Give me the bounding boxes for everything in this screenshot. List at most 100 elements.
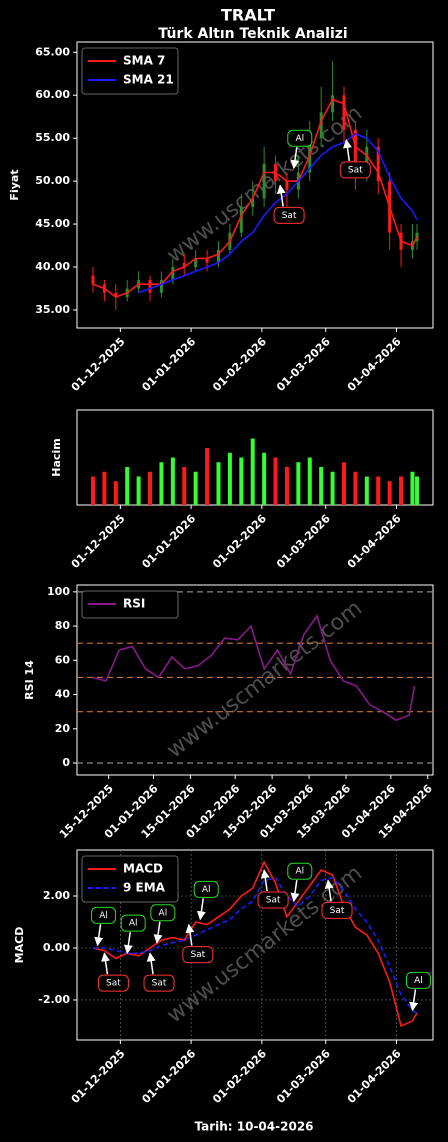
legend-frame [81,855,179,903]
volume-bar [330,471,335,505]
candle-body [331,95,335,113]
series-line [92,860,418,1028]
volume-bar [136,476,141,505]
annotation-arrow [123,932,133,955]
volume-bar [250,438,255,505]
y-tick-label: 0 [62,756,70,769]
candle-body [262,163,266,199]
series-line [92,98,418,299]
annotation-arrow [290,880,300,903]
candle-body [182,262,186,268]
volume-bar [170,457,175,505]
candle-body [353,129,357,173]
candle-body [239,206,243,233]
volume-bar [342,462,346,505]
candle-body [216,249,220,263]
annotation-label: Sat [282,211,297,221]
volume-bar [319,467,324,505]
candle-body [251,198,255,207]
volume-bar [239,457,244,505]
volume-bar [159,462,164,505]
y-tick-label: 45.00 [35,217,70,230]
candle-body [159,279,163,293]
volume-bar [415,476,420,505]
y-tick-label: 40 [55,688,71,701]
volume-bar [364,476,369,505]
y-tick-label: 80 [55,619,71,632]
y-tick-label: 0.00 [43,941,70,954]
legend-frame [81,590,179,619]
annotation-arrow [153,921,163,944]
volume-bar [307,457,312,505]
volume-bar [284,467,289,505]
annotation-label: Al [159,908,168,918]
plot-frame [76,409,434,506]
annotation-box [287,129,313,147]
volume-bar [125,467,130,505]
volume-bar [102,471,107,505]
candle-body [365,146,369,173]
volume-bar [148,471,153,505]
candle-body [148,279,152,293]
volume-bar [182,467,187,505]
y-axis-label: MACD [13,927,26,964]
volume-bar [399,476,404,505]
annotation-label: Al [202,885,211,895]
y-tick-label: -2.00 [38,993,70,1006]
annotation-box [150,904,176,922]
volume-bar [376,476,381,505]
candle-body [171,267,175,280]
legend-label: MACD [123,862,163,876]
annotation-box [405,971,431,989]
y-tick-label: 60.00 [35,88,70,101]
y-axis-label: RSI 14 [23,660,36,700]
volume-bar [227,452,232,505]
y-tick-label: 55.00 [35,131,70,144]
annotation-box [97,974,129,992]
annotation-box [143,974,175,992]
candle-body [319,112,323,139]
candle-body [415,232,419,242]
annotation-box [273,206,305,224]
annotation-label: Sat [106,979,121,989]
annotation-box [182,946,214,964]
candle-body [91,275,95,285]
y-tick-label: 35.00 [35,303,70,316]
annotation-box [91,906,117,924]
y-tick-label: 50.00 [35,174,70,187]
candle-body [376,146,380,182]
annotation-label: Sat [348,165,363,175]
series-line [93,876,418,1014]
y-tick-label: 20 [55,722,71,735]
annotation-arrow [94,924,104,947]
annotation-arrow [196,898,206,921]
annotation-box [321,901,353,919]
annotation-box [120,914,146,932]
legend-label: SMA 7 [123,54,165,68]
y-axis-label: Hacim [50,438,63,476]
legend-frame [81,47,179,95]
legend-label: 9 EMA [123,881,166,895]
y-tick-label: 60 [55,653,71,666]
y-tick-label: 100 [47,585,70,598]
volume-bar [262,452,267,505]
y-tick-label: 40.00 [35,260,70,273]
annotation-label: Sat [152,979,167,989]
annotation-label: Sat [330,906,345,916]
volume-bar [205,448,210,505]
volume-bar [296,462,301,505]
candle-body [205,258,209,263]
annotation-arrow [324,879,334,902]
annotation-arrow [185,923,195,946]
footer: Tarih: 10-04-2026 [194,1120,313,1134]
annotation-arrow [260,869,270,892]
y-tick-label: 2.00 [43,889,70,902]
y-axis-label: Fiyat [8,169,21,200]
annotation-label: Al [295,867,304,877]
annotation-arrow [409,989,419,1012]
annotation-label: Al [295,134,304,144]
annotation-label: Sat [266,896,281,906]
annotation-arrow [290,147,300,170]
